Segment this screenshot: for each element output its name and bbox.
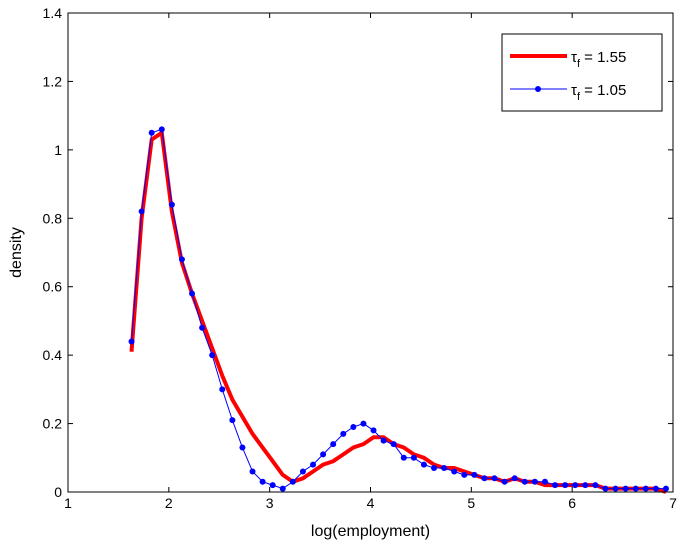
series-2-point — [582, 482, 589, 489]
y-axis-title: density — [8, 227, 25, 278]
y-tick-label: 1 — [54, 142, 62, 158]
x-tick-label: 4 — [367, 495, 375, 511]
series-2-point — [632, 485, 639, 492]
legend-subscript-series-2: f — [577, 91, 581, 103]
series-2-point — [501, 478, 508, 485]
series-2-point — [552, 482, 559, 489]
y-tick-label: 1.4 — [43, 5, 63, 21]
series-2-point — [350, 423, 357, 430]
series-2-point — [229, 417, 236, 424]
y-tick-label: 0.6 — [43, 279, 63, 295]
series-2-point — [340, 430, 347, 437]
series-2-point — [541, 478, 548, 485]
series-2-point — [279, 485, 286, 492]
series-2-point — [662, 485, 669, 492]
series-2-point — [531, 478, 538, 485]
series-2-point — [390, 441, 397, 448]
series-2-point — [199, 324, 206, 331]
series-2-point — [471, 471, 478, 478]
series-2-point — [330, 441, 337, 448]
legend: τf = 1.55 τf = 1.05 — [501, 33, 663, 112]
series-2-point — [178, 256, 185, 263]
legend-value-series-2: = 1.05 — [580, 82, 626, 99]
series-2-point — [592, 482, 599, 489]
series-2-point — [380, 437, 387, 444]
series-2-point — [148, 129, 155, 136]
series-2-point — [310, 461, 317, 468]
x-tick-label: 3 — [266, 495, 274, 511]
ticks-layer: 1 2 3 4 5 6 7 0 0.2 0.4 0.6 0.8 1 1.2 1.4 — [43, 5, 678, 511]
series-2-point — [431, 465, 438, 472]
series-2-point — [138, 208, 145, 215]
series-2-point — [642, 485, 649, 492]
series-2-point — [259, 478, 266, 485]
y-tick-label: 0.2 — [43, 416, 63, 432]
series-2-point — [572, 482, 579, 489]
series-2-point — [562, 482, 569, 489]
y-tick-label: 1.2 — [43, 73, 63, 89]
series-2-point — [239, 444, 246, 451]
legend-symbol-series-1: τ — [571, 49, 577, 66]
series-2-point — [320, 451, 327, 458]
series-2-point — [189, 290, 196, 297]
series-2-point — [128, 338, 135, 345]
series-2-point — [481, 475, 488, 482]
y-tick-label: 0 — [54, 484, 62, 500]
series-2-point — [451, 468, 458, 475]
legend-label-series-2: τf = 1.05 — [571, 82, 626, 103]
legend-value-series-1: = 1.55 — [580, 49, 626, 66]
series-2-point — [360, 420, 367, 427]
series-2-point — [511, 475, 518, 482]
legend-label-series-1: τf = 1.55 — [571, 49, 626, 70]
series-layer — [128, 126, 669, 494]
legend-marker-series-2 — [535, 86, 541, 92]
series-2-point — [168, 201, 175, 208]
series-2-point — [521, 478, 528, 485]
legend-subscript-series-1: f — [577, 58, 581, 70]
legend-symbol-series-2: τ — [571, 82, 577, 99]
series-2-point — [219, 386, 226, 393]
series-2-point — [602, 485, 609, 492]
series-2-point — [289, 478, 296, 485]
series-2-point — [400, 454, 407, 461]
x-tick-label: 2 — [165, 495, 173, 511]
series-2-point — [249, 468, 256, 475]
series-2-point — [652, 485, 659, 492]
series-2-point — [441, 465, 448, 472]
x-tick-label: 6 — [568, 495, 576, 511]
series-2-point — [612, 485, 619, 492]
series-2-point — [209, 352, 216, 359]
series-2-point — [491, 475, 498, 482]
series-2-point — [299, 468, 306, 475]
x-axis-title: log(employment) — [311, 523, 430, 540]
y-tick-label: 0.4 — [43, 347, 63, 363]
series-2-point — [622, 485, 629, 492]
y-tick-label: 0.8 — [43, 210, 63, 226]
x-tick-label: 5 — [467, 495, 475, 511]
series-2-point — [410, 454, 417, 461]
series-2-point — [461, 471, 468, 478]
series-2-point — [370, 427, 377, 434]
legend-box — [501, 33, 663, 112]
x-tick-label: 7 — [669, 495, 677, 511]
series-2-point — [420, 461, 427, 468]
x-tick-label: 1 — [64, 495, 72, 511]
series-2-point — [158, 126, 165, 133]
series-2-point — [269, 482, 276, 489]
